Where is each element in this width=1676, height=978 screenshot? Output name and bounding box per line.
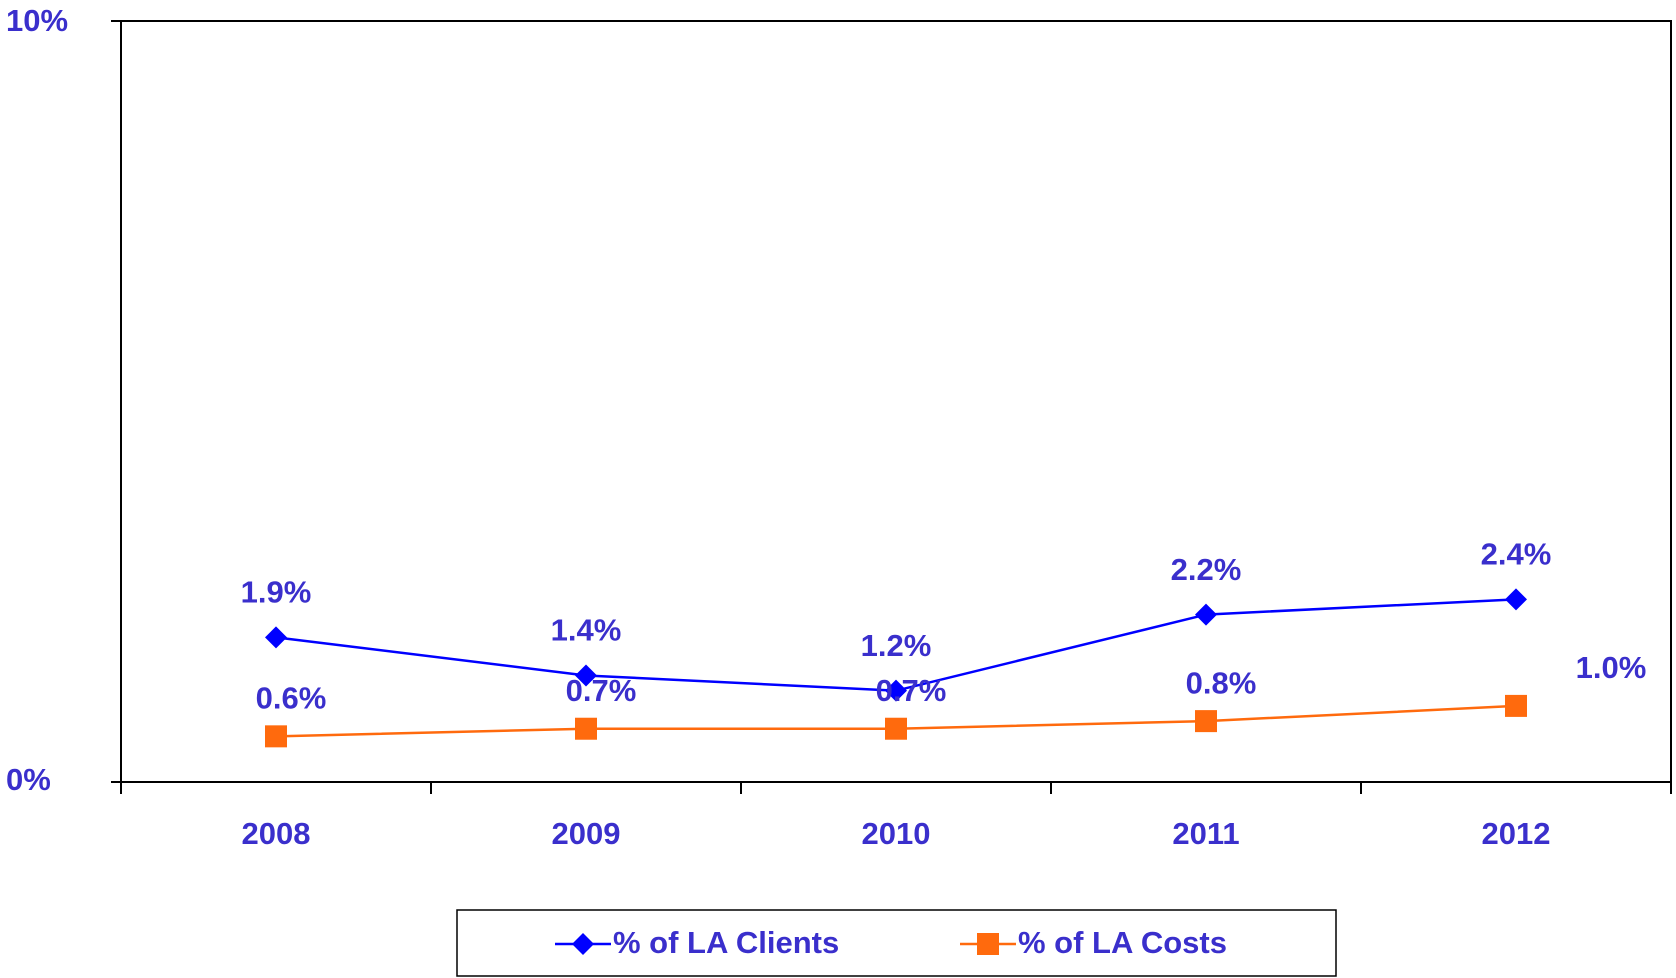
point [575, 717, 597, 740]
legend-marker [572, 933, 594, 955]
data-label: 0.7% [566, 673, 637, 708]
point [885, 717, 907, 740]
point [265, 626, 287, 649]
data-label: 1.9% [241, 575, 312, 610]
plot-area [120, 20, 1672, 783]
point [1195, 603, 1217, 626]
point [885, 679, 907, 702]
x-tick-label: 2010 [862, 816, 931, 851]
data-label: 1.0% [1576, 650, 1647, 685]
data-label: 0.6% [256, 681, 327, 716]
data-label: 2.4% [1481, 537, 1552, 572]
point [1505, 588, 1527, 611]
x-tick-label: 2011 [1172, 816, 1239, 851]
y-tick-label: 0% [6, 762, 51, 797]
point [575, 664, 597, 687]
data-label: 1.2% [861, 628, 932, 663]
data-label: 1.4% [551, 613, 622, 648]
x-tick-label: 2009 [552, 816, 621, 851]
data-label: 0.7% [876, 673, 947, 708]
point [265, 725, 287, 748]
y-tick-label: 10% [6, 3, 68, 38]
data-label: 2.2% [1171, 552, 1242, 587]
point [1195, 710, 1217, 733]
x-tick-label: 2012 [1482, 816, 1551, 851]
legend-label: % of LA Costs [1018, 925, 1227, 960]
legend-label: % of LA Clients [613, 925, 839, 960]
x-tick-label: 2008 [242, 816, 311, 851]
legend-marker [977, 933, 999, 955]
point [1505, 694, 1527, 717]
data-label: 0.8% [1186, 665, 1257, 700]
